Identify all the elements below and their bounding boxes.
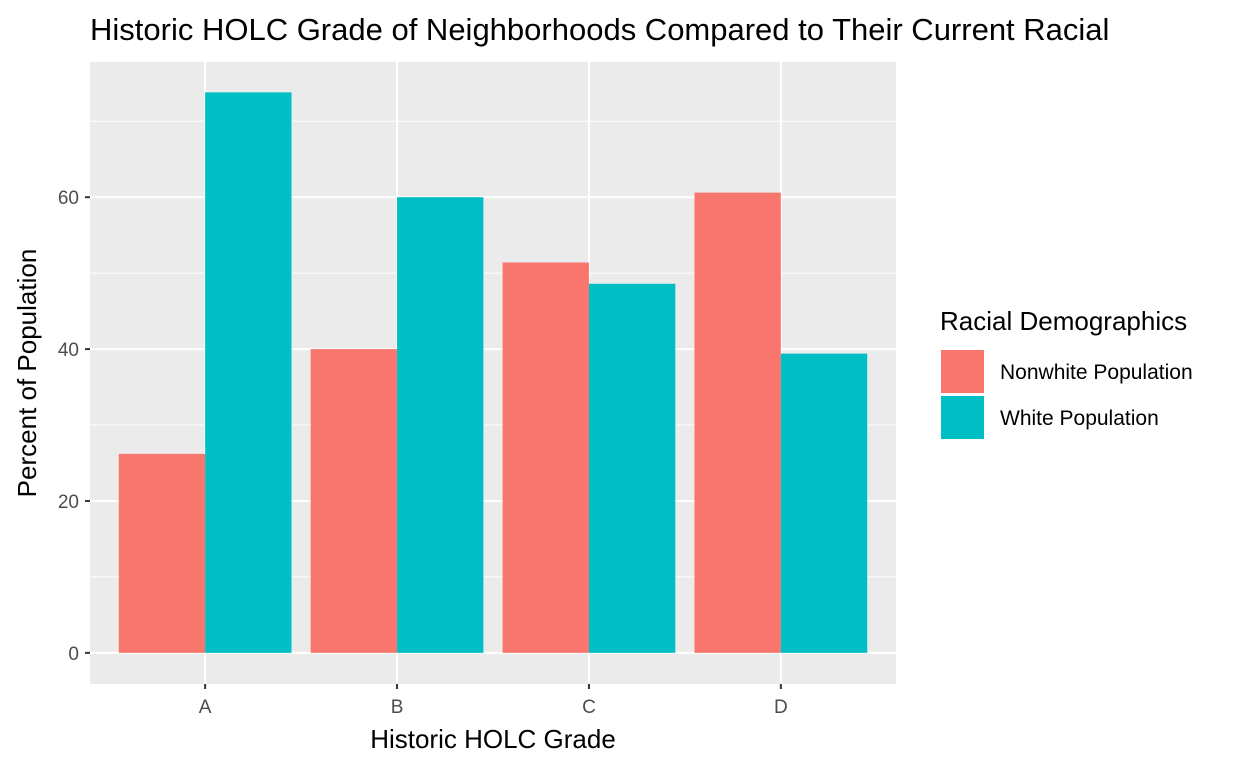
x-axis: A B C D — [199, 684, 788, 718]
bar-B-white — [397, 197, 484, 653]
legend-key-nonwhite — [941, 350, 984, 393]
legend-label-nonwhite: Nonwhite Population — [1000, 361, 1193, 384]
bar-A-white — [205, 92, 292, 653]
bar-D-nonwhite — [694, 192, 781, 653]
y-axis-title: Percent of Population — [12, 249, 42, 498]
bar-C-white — [588, 283, 676, 653]
x-tick-label: B — [391, 697, 404, 718]
bar-C-nonwhite — [502, 262, 589, 653]
legend: Racial Demographics Nonwhite Population … — [940, 306, 1193, 439]
bars — [118, 92, 868, 653]
y-tick-label: 20 — [58, 492, 79, 513]
y-axis: 0 20 40 60 — [58, 188, 90, 665]
bar-A-nonwhite — [118, 453, 206, 653]
x-tick-label: A — [199, 697, 212, 718]
y-tick-label: 60 — [58, 188, 79, 209]
legend-label-white: White Population — [1000, 407, 1159, 430]
legend-key-white — [941, 396, 984, 439]
x-axis-title: Historic HOLC Grade — [370, 724, 616, 754]
chart-title: Historic HOLC Grade of Neighborhoods Com… — [90, 12, 1109, 47]
legend-title: Racial Demographics — [940, 306, 1187, 336]
bar-D-white — [780, 353, 868, 653]
x-tick-label: D — [774, 697, 788, 718]
y-tick-label: 40 — [58, 340, 79, 361]
y-tick-label: 0 — [68, 644, 79, 665]
bar-B-nonwhite — [310, 349, 398, 653]
x-tick-label: C — [582, 697, 596, 718]
